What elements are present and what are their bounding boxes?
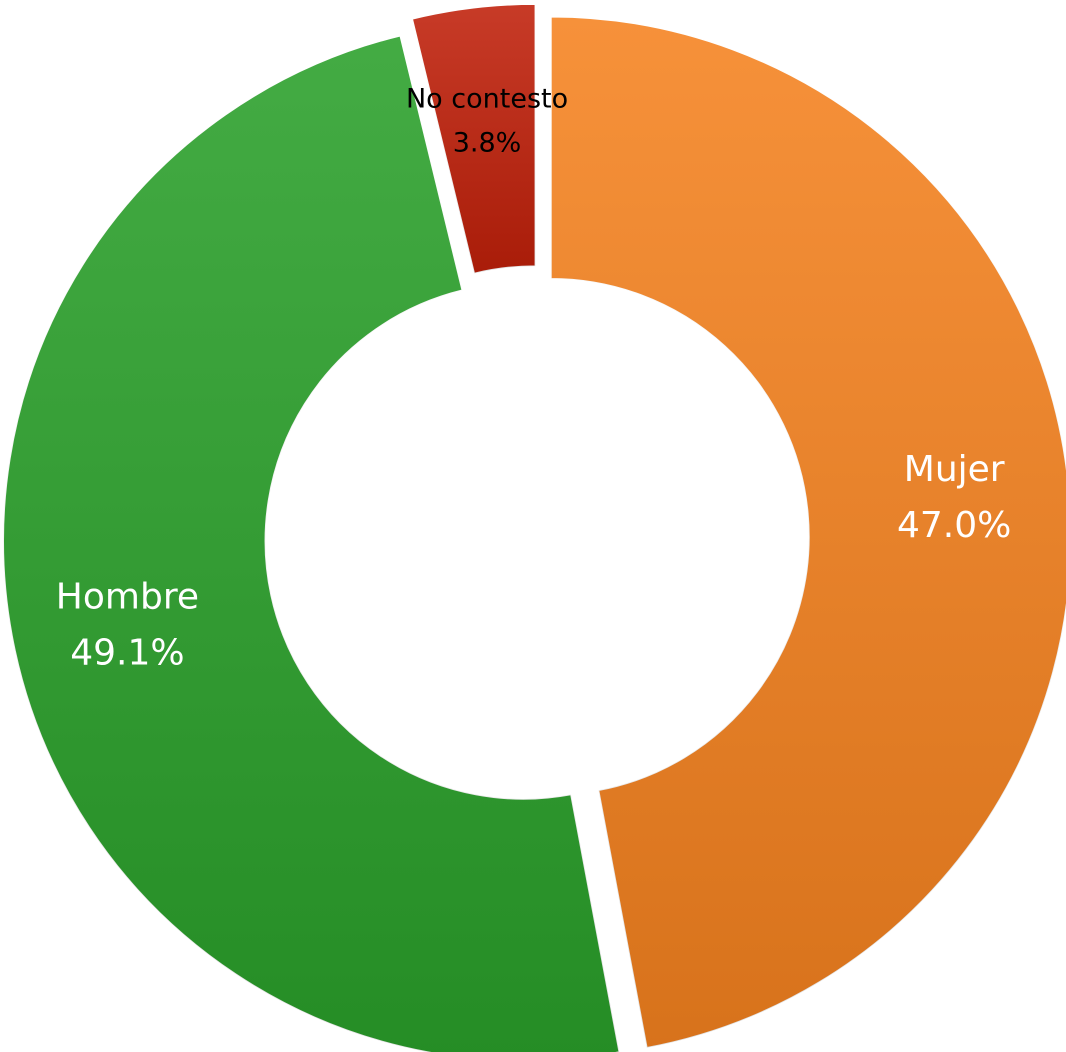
segment-label: No contesto	[406, 83, 568, 114]
segment-value-label: 49.1%	[70, 632, 184, 673]
segment-value-label: 3.8%	[453, 127, 522, 158]
segment-label: Mujer	[904, 449, 1005, 490]
donut: Mujer 47.0% Hombre 49.1% No contesto 3.8%	[2, 3, 1066, 1052]
segment-value-label: 47.0%	[897, 505, 1011, 546]
segment-label: Hombre	[56, 576, 199, 617]
